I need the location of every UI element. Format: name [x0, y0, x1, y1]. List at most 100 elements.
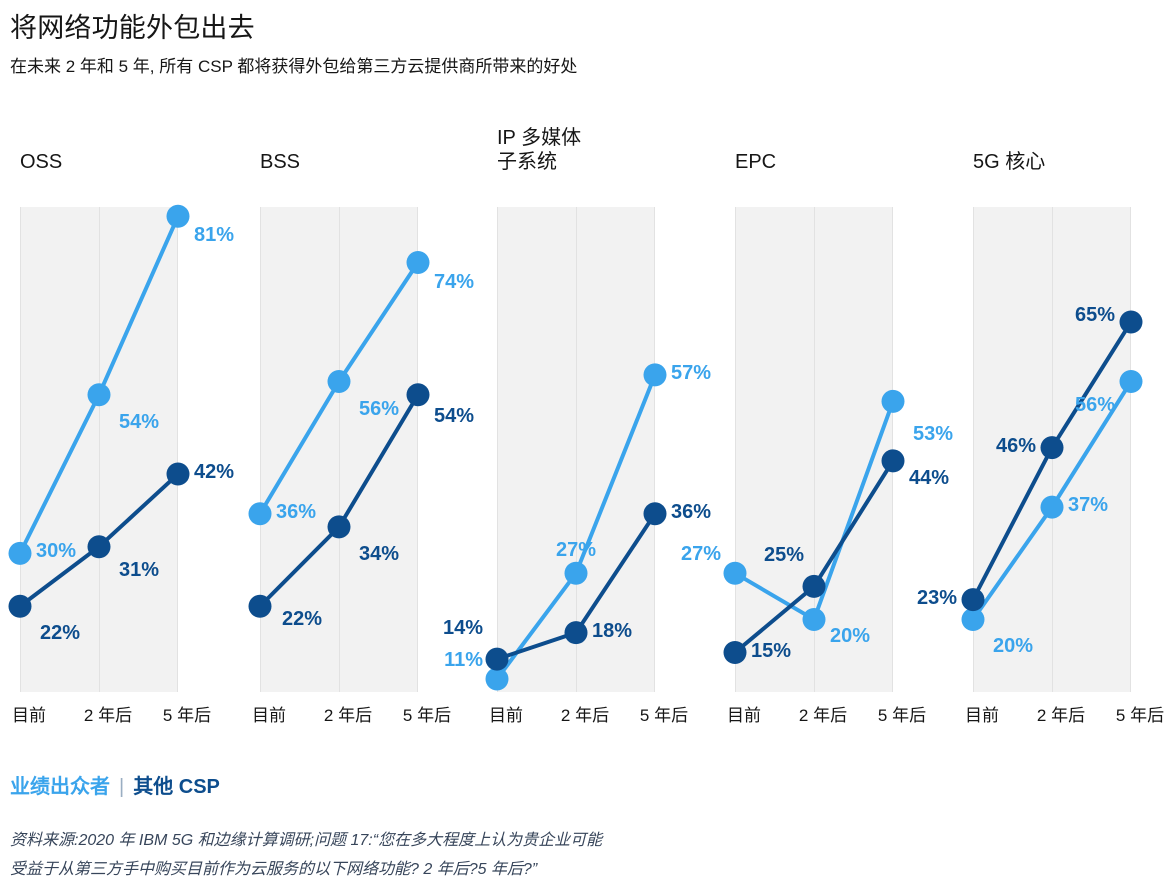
- gridline: [735, 207, 736, 692]
- legend-performer-label: 业绩出众者: [10, 776, 110, 798]
- data-label: 34%: [359, 542, 400, 565]
- data-point: [1119, 310, 1143, 334]
- data-label: 54%: [119, 410, 160, 433]
- data-label: 36%: [671, 500, 712, 523]
- data-point: [327, 370, 351, 394]
- source-note: 资料来源:2020 年 IBM 5G 和边缘计算调研;问题 17:“您在多大程度…: [10, 826, 602, 884]
- source-line1: 资料来源:2020 年 IBM 5G 和边缘计算调研;问题 17:“您在多大程度…: [10, 832, 603, 849]
- data-label: 56%: [1074, 393, 1115, 416]
- gridline: [1130, 207, 1131, 692]
- x-tick-label: 目前: [252, 706, 286, 725]
- chart-legend: 业绩出众者 | 其他 CSP: [10, 770, 220, 799]
- data-point: [643, 363, 667, 387]
- data-point: [485, 647, 509, 671]
- data-point: [166, 462, 190, 486]
- figure-subtitle: 在未来 2 年和 5 年, 所有 CSP 都将获得外包给第三方云提供商所带来的好…: [10, 57, 578, 76]
- data-label: 46%: [995, 434, 1036, 457]
- x-tick-label: 2 年后: [323, 706, 373, 725]
- gridline: [497, 207, 498, 692]
- series-lines: [248, 251, 430, 618]
- series-lines: [723, 389, 905, 665]
- data-label: 65%: [1074, 304, 1115, 326]
- gridline: [973, 207, 974, 692]
- data-label: 53%: [913, 423, 954, 446]
- x-tick-label: 目前: [12, 706, 46, 725]
- data-point: [723, 641, 747, 665]
- data-point: [8, 594, 32, 618]
- x-tick-label: 5 年后: [639, 706, 689, 725]
- data-label: 81%: [194, 224, 235, 247]
- panel-title: OSS: [20, 151, 63, 173]
- gridline: [20, 207, 21, 692]
- chart-panel: OSS 30% 54% 81% 22% 31% 42% 目前 2 年后 5 年后: [8, 128, 234, 728]
- data-label: 20%: [830, 625, 871, 648]
- panel-plot: 11% 27% 57% 14% 18% 36%: [443, 207, 711, 692]
- legend-separator: |: [119, 776, 125, 798]
- data-point: [406, 251, 430, 275]
- data-point: [643, 502, 667, 526]
- data-label: 37%: [1068, 494, 1109, 517]
- data-label: 11%: [444, 648, 483, 671]
- figure-title: 将网络功能外包出去: [10, 13, 255, 43]
- data-point: [802, 607, 826, 631]
- data-label: 27%: [555, 539, 597, 562]
- gridline: [260, 207, 261, 692]
- panel-plot: 27% 20% 53% 15% 25% 44%: [681, 207, 953, 692]
- data-point: [1040, 436, 1064, 460]
- data-point: [406, 383, 430, 407]
- data-point: [881, 389, 905, 413]
- data-label: 54%: [434, 404, 475, 427]
- chart-panel: 5G 核心 20% 37% 56% 23% 46% 65% 目前 2 年后 5 年后: [917, 128, 1164, 728]
- x-tick-label: 5 年后: [877, 706, 927, 725]
- data-label: 56%: [359, 397, 400, 420]
- gridline: [177, 207, 178, 692]
- data-label: 31%: [119, 558, 160, 581]
- data-label: 18%: [592, 619, 633, 642]
- data-label: 23%: [916, 586, 957, 609]
- chart-panel: EPC 27% 20% 53% 15% 25% 44% 目前 2 年后 5 年后: [681, 128, 953, 728]
- x-tick-label: 5 年后: [1115, 706, 1165, 725]
- data-label: 25%: [763, 544, 804, 567]
- data-label: 74%: [434, 270, 475, 293]
- x-tick-label: 目前: [727, 706, 761, 725]
- data-point: [327, 515, 351, 539]
- data-point: [802, 574, 826, 598]
- data-point: [723, 561, 747, 585]
- data-label: 22%: [282, 608, 323, 631]
- series-lines: [8, 204, 190, 618]
- data-point: [87, 535, 111, 559]
- series-lines: [961, 310, 1143, 631]
- data-point: [8, 541, 32, 565]
- panel-plot: 20% 37% 56% 23% 46% 65%: [917, 207, 1143, 692]
- data-label: 57%: [671, 361, 712, 384]
- data-label: 44%: [909, 466, 950, 489]
- x-tick-label: 2 年后: [1036, 706, 1086, 725]
- data-point: [961, 607, 985, 631]
- series-lines: [485, 363, 667, 691]
- x-tick-label: 2 年后: [798, 706, 848, 725]
- data-point: [881, 449, 905, 473]
- data-label: 27%: [680, 543, 721, 566]
- x-tick-label: 目前: [489, 706, 523, 725]
- gridline: [576, 207, 577, 692]
- x-tick-label: 2 年后: [83, 706, 133, 725]
- data-label: 20%: [993, 635, 1034, 658]
- series-line-other: [971, 320, 1133, 601]
- source-line2: 受益于从第三方手中购买目前作为云服务的以下网络功能? 2 年后?5 年后?”: [10, 861, 538, 878]
- data-label: 14%: [442, 617, 483, 640]
- data-point: [1119, 370, 1143, 394]
- gridline: [417, 207, 418, 692]
- gridline: [814, 207, 815, 692]
- panel-plot: 36% 56% 74% 22% 34% 54%: [248, 207, 474, 692]
- x-tick-label: 5 年后: [402, 706, 452, 725]
- x-tick-label: 5 年后: [162, 706, 212, 725]
- data-point: [87, 383, 111, 407]
- data-point: [166, 204, 190, 228]
- data-label: 30%: [36, 540, 77, 563]
- x-tick-label: 2 年后: [560, 706, 610, 725]
- data-point: [248, 502, 272, 526]
- data-label: 42%: [194, 461, 235, 484]
- gridline: [339, 207, 340, 692]
- x-tick-label: 目前: [965, 706, 999, 725]
- data-point: [1040, 495, 1064, 519]
